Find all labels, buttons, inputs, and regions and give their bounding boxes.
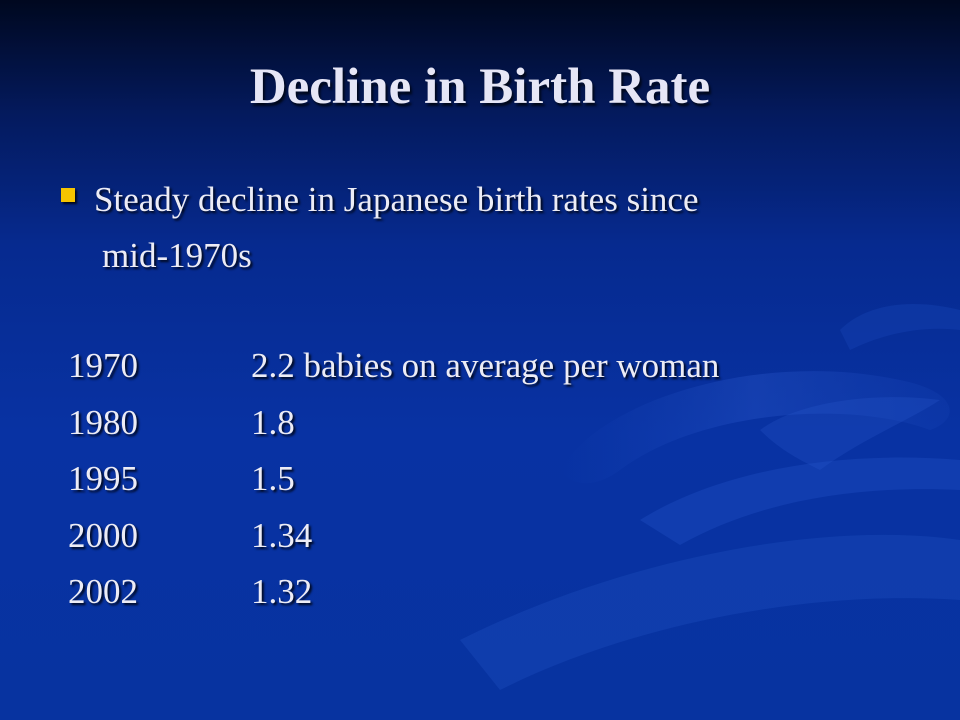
row-year: 1970 [68,346,138,385]
row-value: 1.5 [251,459,295,498]
bullet-line-1: Steady decline in Japanese birth rates s… [94,180,699,219]
slide-title: Decline in Birth Rate [249,59,711,115]
row-value: 1.8 [251,402,295,442]
table-row: 1980 1.8 [68,395,828,452]
row-year: 1980 [68,402,138,442]
table-row: 2002 1.32 [68,564,828,621]
table-row: 1970 2.2 babies on average per woman [68,338,828,395]
bullet-text: Steady decline in Japanese birth rates s… [94,172,914,284]
row-year: 2002 [68,572,138,611]
bullet-line-2: mid-1970s [102,236,252,275]
table-row: 1995 1.5 [68,451,828,508]
birth-rate-table: 1970 2.2 babies on average per woman 198… [68,338,828,621]
square-bullet-icon [61,188,75,202]
row-year: 1995 [68,459,138,498]
row-value: 1.32 [251,572,313,611]
row-year: 2000 [68,515,138,555]
row-value: 2.2 babies on average per woman [251,346,720,385]
table-row: 2000 1.34 [68,508,828,565]
row-value: 1.34 [251,515,313,555]
